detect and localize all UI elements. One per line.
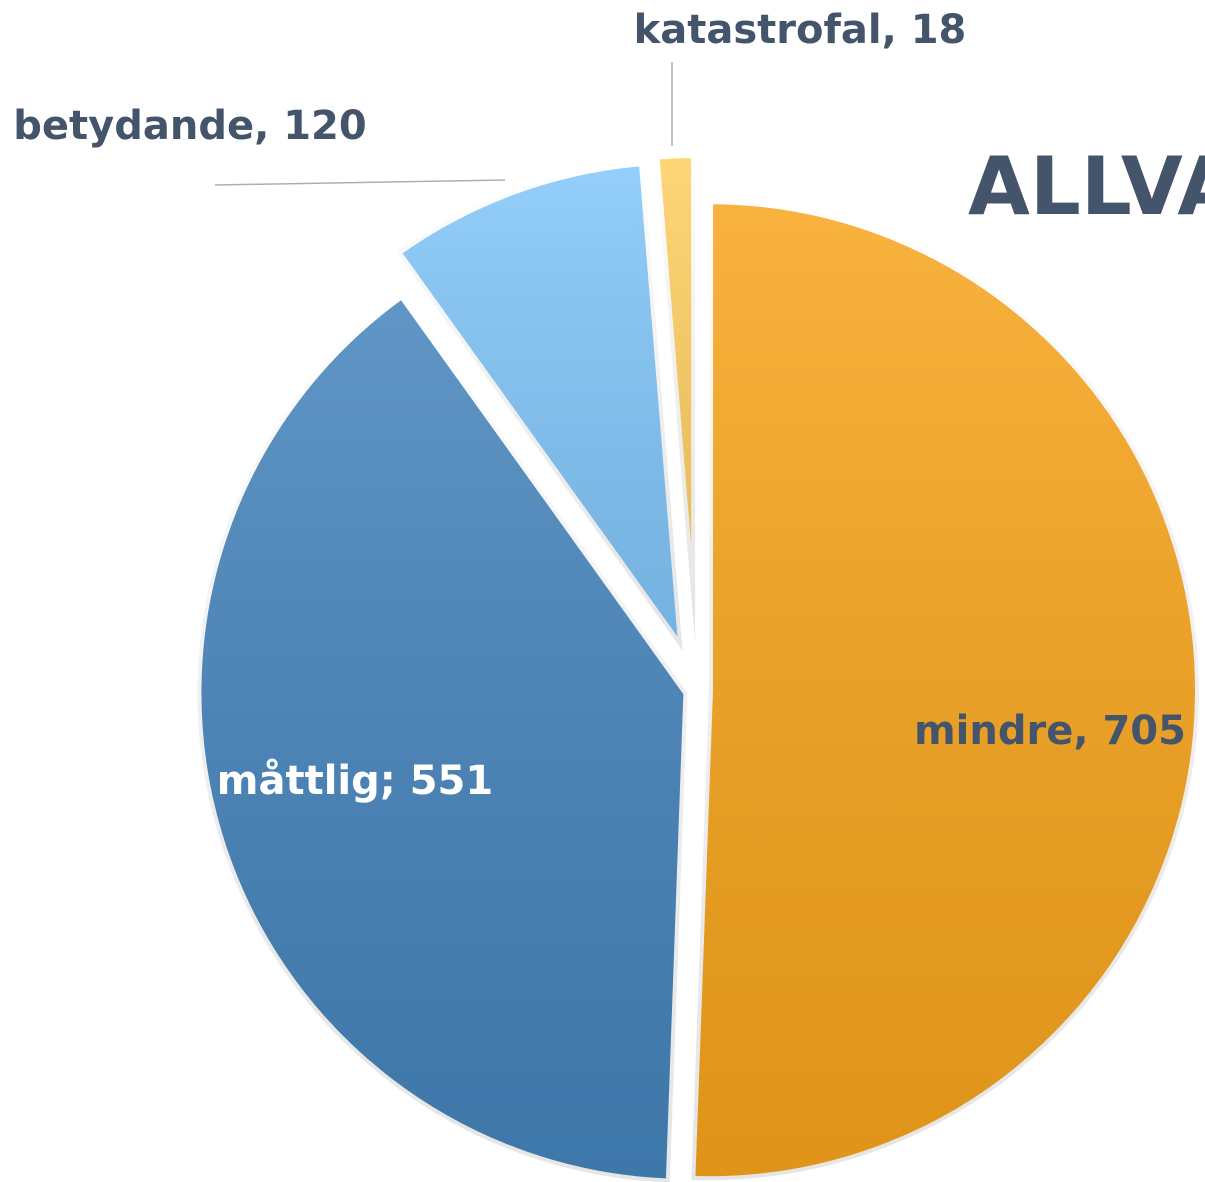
data-label: katastrofal, 18 xyxy=(634,7,967,53)
data-label: mindre, 705 xyxy=(914,708,1186,754)
slice-shade xyxy=(655,154,696,645)
slice-shade xyxy=(691,200,1199,1181)
chart-title: ALLVA xyxy=(968,140,1205,233)
pie xyxy=(193,150,1203,1182)
slice-shade xyxy=(397,162,683,651)
data-label: betydande, 120 xyxy=(13,103,366,149)
data-label: måttlig; 551 xyxy=(217,757,493,804)
leader-line xyxy=(214,179,506,186)
slice-shade xyxy=(197,294,688,1182)
